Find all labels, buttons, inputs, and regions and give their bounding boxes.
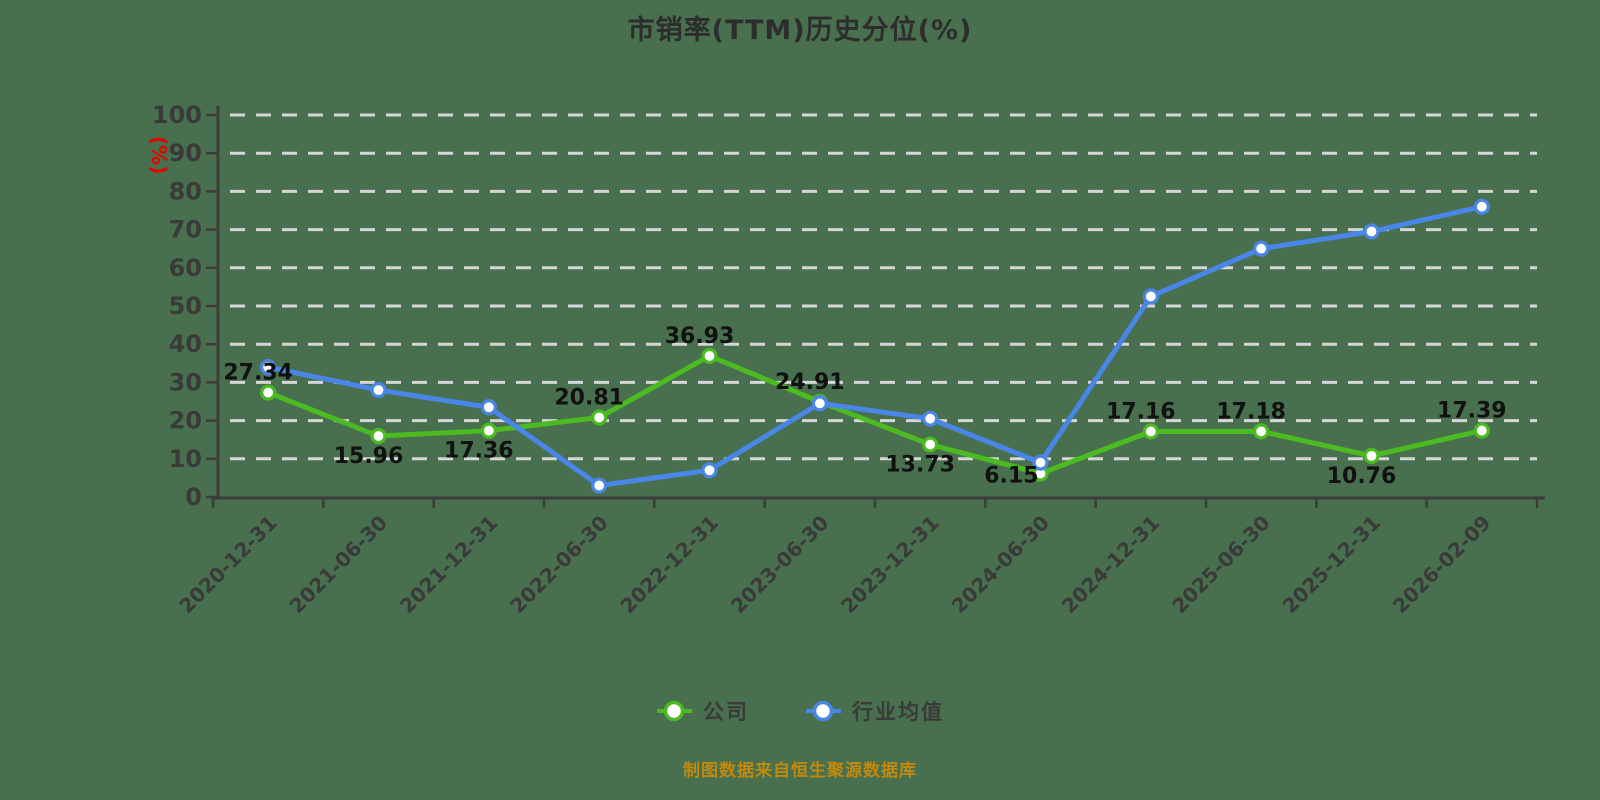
industry-series-line — [265, 204, 1485, 489]
data-point-label: 17.39 — [1437, 399, 1507, 424]
x-tick-label: 2025-06-30 — [1167, 511, 1274, 618]
x-tick-label: 2020-12-31 — [174, 511, 281, 618]
company-data-point[interactable] — [591, 409, 608, 426]
company-data-point[interactable] — [1473, 422, 1490, 439]
data-point-label: 17.16 — [1106, 399, 1176, 424]
industry-data-point[interactable] — [1142, 288, 1159, 305]
data-source-note: 制图数据来自恒生聚源数据库 — [683, 761, 917, 781]
x-tick-label: 2024-12-31 — [1057, 511, 1164, 618]
company-series-line — [265, 353, 1485, 477]
legend: 公司 行业均值 — [0, 696, 1600, 726]
data-point-label: 13.73 — [885, 453, 955, 478]
industry-data-point[interactable] — [370, 381, 387, 399]
y-tick-label: 90 — [169, 139, 202, 167]
industry-data-point[interactable] — [922, 410, 939, 427]
x-tick-label: 2023-06-30 — [726, 511, 833, 618]
x-tick-label: 2021-12-31 — [395, 511, 502, 618]
y-tick-label: 0 — [185, 483, 202, 511]
data-point-label: 20.81 — [554, 386, 624, 411]
data-point-label: 10.76 — [1327, 464, 1397, 489]
x-tick-label: 2026-02-09 — [1388, 511, 1495, 618]
y-tick-label: 40 — [169, 330, 202, 358]
x-tick-label: 2022-12-31 — [616, 511, 723, 618]
industry-data-point[interactable] — [480, 399, 497, 416]
data-point-label: 17.18 — [1216, 399, 1286, 424]
company-data-point[interactable] — [922, 436, 939, 453]
chart-title: 市销率(TTM)历史分位(%) — [627, 15, 973, 46]
industry-data-point[interactable] — [811, 395, 828, 412]
industry-data-point[interactable] — [1032, 454, 1049, 471]
y-tick-label: 70 — [169, 216, 202, 244]
industry-data-point[interactable] — [591, 477, 608, 494]
company-data-point[interactable] — [370, 427, 387, 445]
x-tick-label: 2023-12-31 — [836, 511, 943, 618]
company-series-marker-icon — [657, 700, 692, 722]
industry-data-point[interactable] — [260, 359, 277, 376]
x-tick-label: 2022-06-30 — [505, 511, 612, 618]
data-point-label: 27.34 — [223, 361, 293, 386]
industry-data-point[interactable] — [1253, 240, 1270, 257]
data-point-label: 17.36 — [444, 439, 514, 464]
y-tick-label: 50 — [169, 292, 202, 320]
x-tick-label: 2025-12-31 — [1278, 511, 1385, 618]
legend-item-label: 公司 — [703, 700, 749, 724]
data-point-label: 15.96 — [334, 444, 404, 469]
y-tick-label: 100 — [152, 101, 202, 129]
x-tick-label: 2024-06-30 — [947, 511, 1054, 618]
industry-data-point[interactable] — [701, 462, 718, 479]
industry-data-point[interactable] — [1363, 223, 1380, 240]
company-data-point[interactable] — [701, 347, 718, 365]
industry-data-point[interactable] — [1473, 198, 1490, 215]
x-tick-label: 2021-06-30 — [285, 511, 392, 618]
y-axis-unit-label: (%) — [147, 136, 171, 174]
legend-item-company[interactable]: 公司 — [656, 696, 749, 726]
data-point-label: 36.93 — [665, 324, 735, 349]
y-tick-label: 20 — [169, 407, 202, 435]
data-point-label: 6.15 — [984, 464, 1038, 489]
legend-item-industry[interactable]: 行业均值 — [805, 696, 944, 726]
y-tick-label: 80 — [169, 177, 202, 205]
company-data-point[interactable] — [260, 384, 277, 401]
company-data-point[interactable] — [1142, 423, 1159, 440]
legend-item-label: 行业均值 — [852, 700, 944, 724]
company-data-point[interactable] — [1253, 423, 1270, 440]
y-tick-label: 30 — [169, 368, 202, 396]
company-data-point[interactable] — [1363, 447, 1380, 464]
y-tick-label: 60 — [169, 254, 202, 282]
data-point-label: 24.91 — [775, 370, 845, 395]
industry-series-marker-icon — [806, 700, 841, 722]
y-tick-label: 10 — [169, 445, 202, 473]
company-data-point[interactable] — [480, 422, 497, 439]
